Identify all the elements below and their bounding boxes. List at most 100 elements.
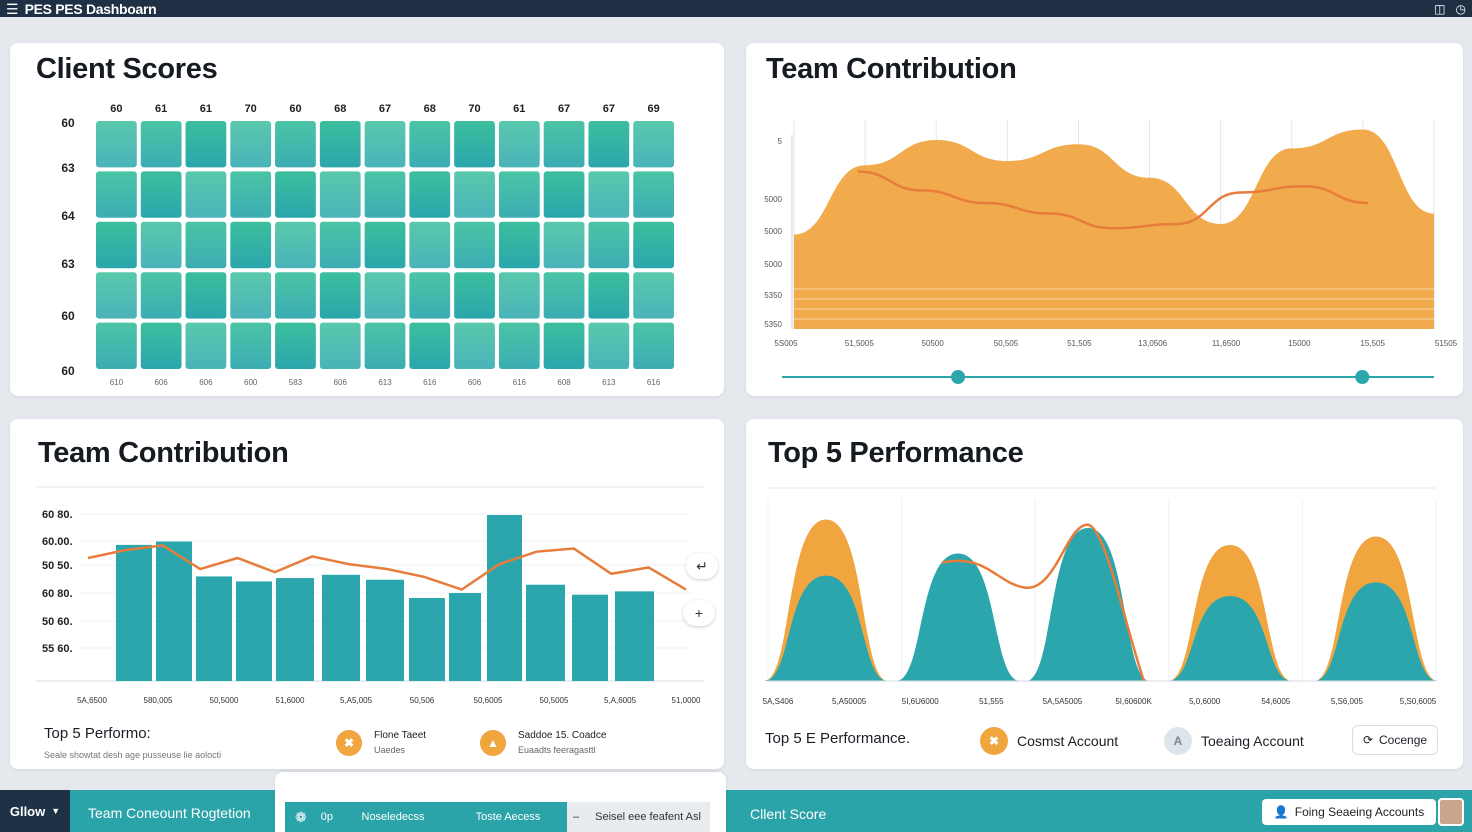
legend-item-2-title: Saddoe 15. Coadce xyxy=(518,730,607,741)
heatmap-cell xyxy=(230,121,272,168)
bar xyxy=(366,579,404,681)
area-x-label: 5S005 xyxy=(774,339,798,348)
heatmap-cell xyxy=(230,221,272,269)
area-y-label: 5000 xyxy=(764,260,782,269)
heatmap-cell xyxy=(140,221,182,269)
team-contribution-area-chart: 5 5000 5000 5000 5350 5350 5S005 51,5005 50500 50… xyxy=(764,119,1458,384)
bar-legend-caption-text: Seale showtat desh age pusseuse lie aolo… xyxy=(44,750,222,760)
tab-0p: 0p xyxy=(320,811,333,823)
clock-icon[interactable]: ◷ xyxy=(1455,1,1466,16)
leaf-icon: ❁ xyxy=(295,808,307,825)
team-contribution-bar-chart: 60 80. 60.00. 50 50. 60 80. 50 60. 55 60. 5A,6… xyxy=(36,486,704,705)
client-scores-title: Client Scores xyxy=(36,53,218,85)
heatmap-col-label: 61 xyxy=(155,103,167,115)
heatmap-cell xyxy=(633,121,674,168)
cosmst-account-icon: ✖ xyxy=(980,727,1008,755)
top5-performance-title: Top 5 Performance xyxy=(768,437,1024,469)
heatmap-col-label: 67 xyxy=(603,103,615,115)
heatmap-bottom-label: 606 xyxy=(154,378,168,387)
heatmap-cell xyxy=(409,171,451,218)
heatmap-cell xyxy=(588,171,630,218)
bottom-center-title[interactable]: Cllent Score xyxy=(750,806,827,822)
legend-item-1-icon: ✖ xyxy=(336,730,362,756)
heatmap-cell xyxy=(140,171,182,218)
chart-return-button[interactable]: ↵ xyxy=(686,553,718,579)
bar xyxy=(487,515,522,681)
tab-icon-item[interactable]: ❁ 0p xyxy=(285,802,337,832)
toeaing-account-label: Toeaing Account xyxy=(1201,733,1304,749)
heatmap-cell xyxy=(543,272,585,319)
heatmap-cell xyxy=(498,272,540,319)
area-line-series xyxy=(857,170,1369,230)
menu-icon[interactable]: ☰ xyxy=(6,0,19,17)
heatmap-bottom-label: 616 xyxy=(513,378,527,387)
client-scores-heatmap: 60 61 61 70 60 68 67 68 70 61 67 67 69 60 63 64 63 60 60 61… xyxy=(61,103,674,387)
heatmap-cell xyxy=(96,272,137,319)
heatmap-bottom-label: 606 xyxy=(468,378,482,387)
top5-legend-item-1[interactable]: ✖ Cosmst Account xyxy=(980,727,1118,755)
bar xyxy=(615,591,654,681)
heatmap-cell xyxy=(185,272,227,319)
legend-item-2[interactable]: ▲ Saddoe 15. Coadce Euaadts feeragasttl xyxy=(480,729,606,757)
accounts-button-label: Foing Seaeing Accounts xyxy=(1294,805,1425,819)
cocenge-button[interactable]: ⟳ Cocenge xyxy=(1352,725,1438,755)
heatmap-cell xyxy=(96,171,137,218)
chart-zoom-button[interactable]: + xyxy=(683,600,715,626)
legend-item-1[interactable]: ✖ Flone Taeet Uaedes xyxy=(336,729,426,757)
area-y-label: 5000 xyxy=(764,195,782,204)
heatmap-cell xyxy=(409,221,451,269)
top5-x-label: 5I,60600K xyxy=(1115,697,1152,706)
heatmap-col-label: 61 xyxy=(200,103,212,115)
accounts-button[interactable]: 👤 Foing Seaeing Accounts xyxy=(1262,799,1436,825)
top5-x-label: 5,S0,6005 xyxy=(1400,697,1437,706)
area-x-label: 51,505 xyxy=(1067,339,1092,348)
heatmap-cell xyxy=(633,322,674,369)
area-y-label: 5350 xyxy=(764,291,782,300)
team-contribution-area-card: Team Contribution 5 5000 5000 5000 5350 5350 5… xyxy=(746,43,1463,396)
bar-legend-caption: Seale showtat desh age pusseuse lie aolo… xyxy=(44,750,221,760)
heatmap-col-label: 60 xyxy=(289,103,301,115)
heatmap-cell xyxy=(633,171,674,218)
heatmap-bottom-label: 610 xyxy=(110,378,124,387)
bar xyxy=(236,581,272,681)
heatmap-cell xyxy=(633,272,674,319)
area-x-label: 50,505 xyxy=(994,339,1019,348)
user-icon: 👤 xyxy=(1273,805,1289,819)
heatmap-bottom-label: 616 xyxy=(647,378,661,387)
bottom-left-title[interactable]: Team Coneount Rogtetion xyxy=(88,805,251,821)
heatmap-cell xyxy=(454,322,495,369)
top5-x-label: 51,555 xyxy=(979,697,1004,706)
bar-y-label: 50 60. xyxy=(42,616,73,628)
bar-x-label: 5A,6500 xyxy=(77,696,107,705)
avatar[interactable] xyxy=(1438,798,1464,826)
heatmap-cell xyxy=(185,221,227,269)
heatmap-row-label: 60 xyxy=(61,364,75,378)
window-icon[interactable]: ◫ xyxy=(1434,1,1446,16)
top-bar: ☰ PES PES Dashboarn ◫ ◷ xyxy=(0,0,1472,17)
team-contribution-title-bottom: Team Contribution xyxy=(38,437,289,469)
legend-item-2-sub: Euaadts feeragasttl xyxy=(518,745,596,755)
dropdown-selector[interactable]: Gllow ▼ xyxy=(0,790,70,832)
heatmap-cell xyxy=(275,171,316,218)
return-icon: ↵ xyxy=(696,557,708,574)
bar xyxy=(449,593,481,681)
area-y-label: 5000 xyxy=(764,227,782,236)
heatmap-cell xyxy=(96,221,137,269)
top5-teal-area xyxy=(1314,582,1438,681)
app-title: PES PES Dashboarn xyxy=(24,0,157,17)
heatmap-col-label: 69 xyxy=(647,103,659,115)
heatmap-bottom-label: 583 xyxy=(289,378,303,387)
toeaing-account-icon: A xyxy=(1164,727,1192,755)
heatmap-bottom-label: 606 xyxy=(199,378,213,387)
heatmap-cell xyxy=(498,171,540,218)
top5-legend-item-2[interactable]: A Toeaing Account xyxy=(1164,727,1304,755)
heatmap-bottom-label: 616 xyxy=(423,378,437,387)
tab-search-field[interactable]: – Seisel eee feafent Asl xyxy=(567,802,710,832)
top5-x-label: 5I,6U6000 xyxy=(902,697,939,706)
tab-toste-aecess[interactable]: Toste Aecess xyxy=(449,802,567,832)
heatmap-bottom-label: 613 xyxy=(378,378,392,387)
tab-noseledecss[interactable]: Noseledecss xyxy=(337,802,449,832)
heatmap-cell xyxy=(409,121,451,168)
client-scores-card: Client Scores 60 61 61 70 60 68 67 68 70 61 67 67 69… xyxy=(10,43,724,396)
area-x-label: 13,0506 xyxy=(1138,339,1167,348)
